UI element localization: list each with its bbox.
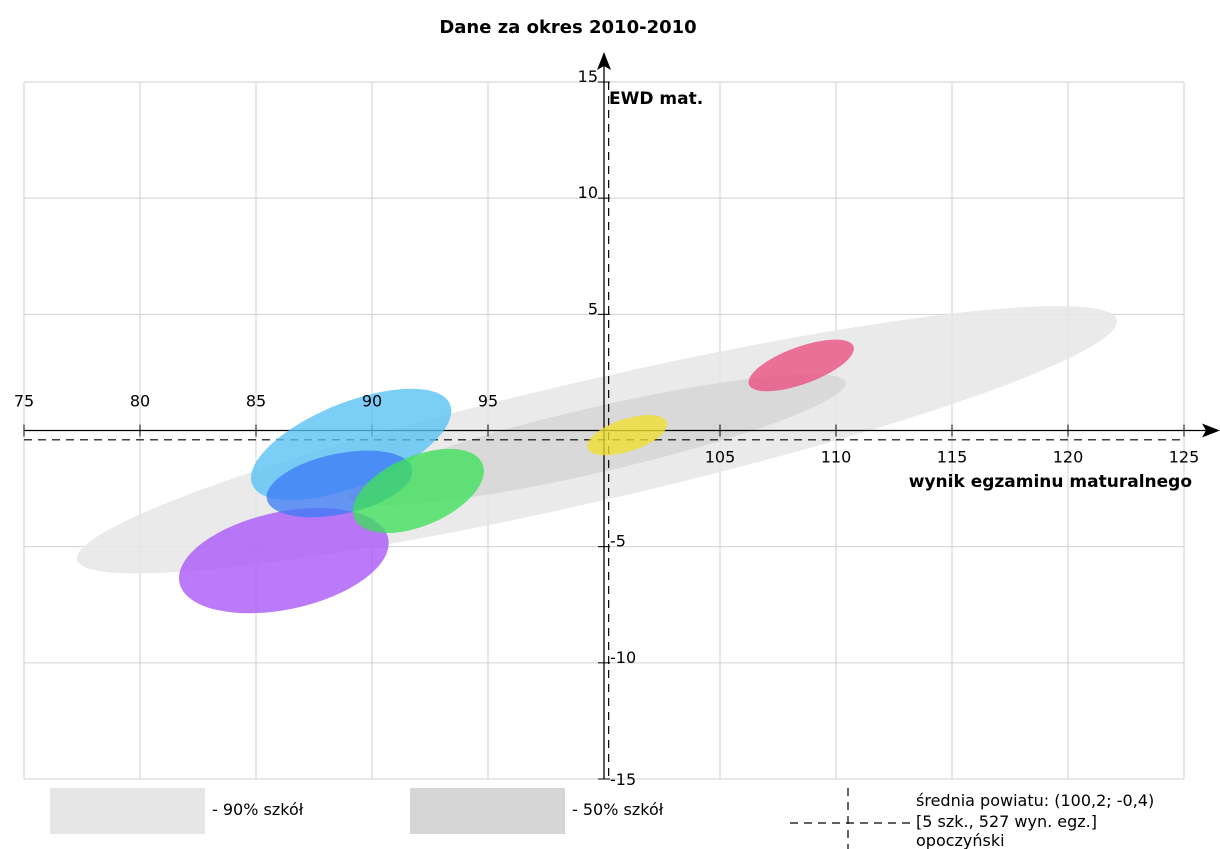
legend-swatch-90 [50,788,205,834]
legend-average-line3: opoczyński [916,831,1005,849]
x-axis-arrow [1202,423,1220,438]
y-axis-arrow [597,52,611,70]
legend-label-50: - 50% szkół [572,800,664,819]
legend-average-line1: średnia powiatu: (100,2; -0,4) [916,791,1154,810]
y-tick-label--10: -10 [610,648,636,667]
school-ellipses [178,339,854,614]
legend-label-90: - 90% szkół [212,800,304,819]
x-tick-label-105: 105 [705,448,736,467]
x-axis-label: wynik egzaminu maturalnego [909,472,1192,492]
x-tick-label-90: 90 [362,392,382,411]
school-ellipse-5 [587,415,668,456]
x-tick-label-85: 85 [246,392,266,411]
legend-average-line2: [5 szk., 527 wyn. egz.] [916,812,1097,831]
y-tick-label--15: -15 [610,770,636,789]
x-tick-label-95: 95 [478,392,498,411]
chart-title: Dane za okres 2010-2010 [439,17,696,38]
school-ellipse-1 [178,507,389,614]
x-tick-label-80: 80 [130,392,150,411]
y-tick-label--5: -5 [610,532,626,551]
y-tick-label-5: 5 [588,299,598,318]
legend: - 90% szkół - 50% szkół średnia powiatu:… [50,788,1154,849]
school-ellipse-4 [352,448,484,533]
x-tick-label-110: 110 [821,448,852,467]
x-tick-label-115: 115 [937,448,968,467]
y-tick-label-15: 15 [578,67,598,86]
x-tick-label-120: 120 [1053,448,1084,467]
school-ellipse-6 [748,339,854,392]
y-axis-label: EWD mat. [609,89,703,109]
y-tick-label-10: 10 [578,183,598,202]
x-tick-label-125: 125 [1169,448,1200,467]
x-tick-label-75: 75 [14,392,34,411]
legend-swatch-50 [410,788,565,834]
